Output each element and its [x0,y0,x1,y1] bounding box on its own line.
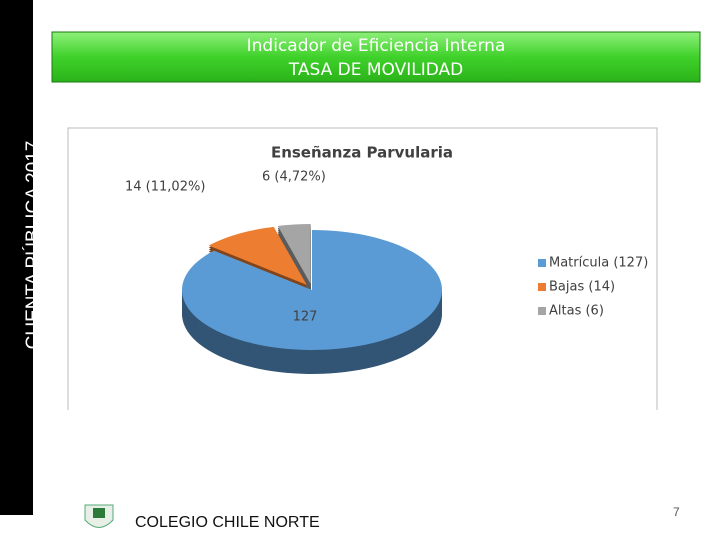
chart-frame [67,127,658,410]
data-label: 6 (4,72%) [262,170,326,185]
data-label: 14 (11,02%) [125,180,205,195]
legend-swatch [538,283,546,291]
legend-swatch [538,307,546,315]
logo [84,504,114,528]
legend-label: Matrícula (127) [549,256,648,271]
slice [181,230,443,351]
legend-swatch [538,259,546,267]
legend-label: Altas (6) [549,304,604,319]
slice [208,226,307,285]
chart-title: Enseñanza Parvularia [271,144,453,162]
data-label: 127 [293,310,318,325]
header-title: Indicador de Eficiencia Interna [247,36,506,56]
slice [277,224,311,285]
legend-label: Bajas (14) [549,280,615,295]
legend: Matrícula (127) Bajas (14) Altas (6) [538,256,648,319]
footer-school: COLEGIO CHILE NORTE [135,514,320,531]
pie: 127 14 (11,02%) 6 (4,72%) [125,170,443,375]
sidebar [0,0,33,515]
page-number: 7 [673,505,680,519]
header-subtitle: TASA DE MOVILIDAD [288,60,463,80]
header-box [51,31,701,83]
sidebar-text: CUENTA PÚBLICA 2017 [22,141,44,350]
